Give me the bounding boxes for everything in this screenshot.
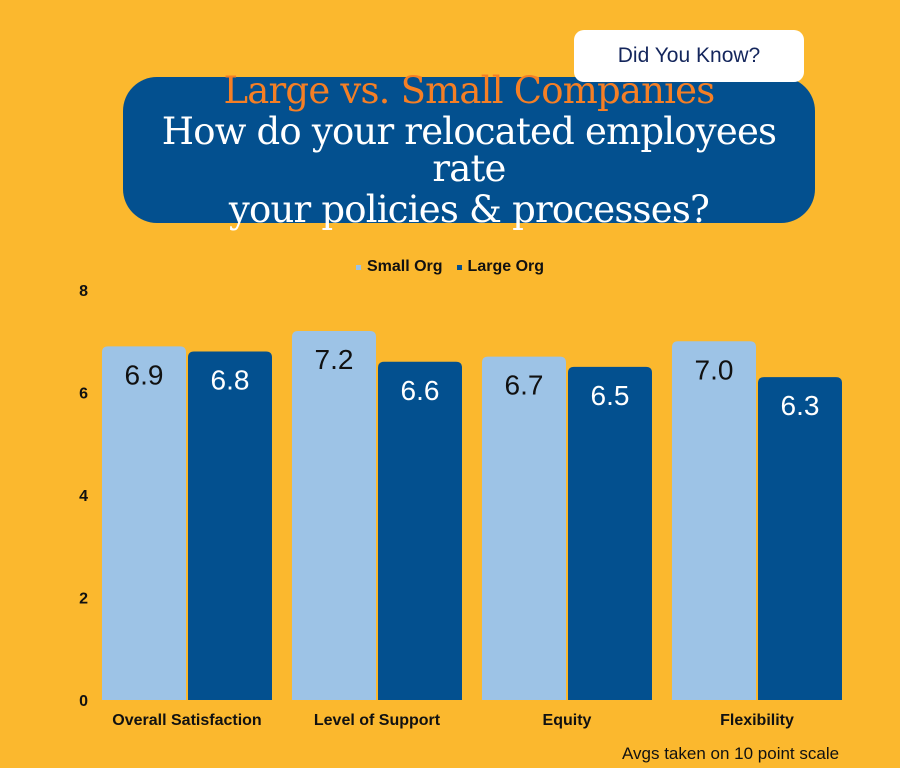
- x-tick-label: Level of Support: [314, 712, 441, 729]
- data-label: 7.2: [315, 344, 354, 375]
- bar-small-org-equity: [482, 356, 566, 700]
- data-label: 6.3: [781, 390, 820, 421]
- data-label: 7.0: [695, 354, 734, 385]
- legend: Small Org Large Org: [0, 258, 900, 276]
- x-tick-label: Equity: [543, 712, 592, 729]
- bar-large-org-flexibility: [758, 377, 842, 700]
- legend-label-small-org: Small Org: [366, 258, 443, 275]
- legend-item-large-org: Large Org: [456, 258, 545, 276]
- did-you-know-badge: Did You Know?: [574, 30, 804, 82]
- data-label: 6.7: [505, 370, 544, 401]
- bar-large-org-level-of-support: [378, 361, 462, 700]
- bar-small-org-flexibility: [672, 341, 756, 700]
- bar-small-org-overall-satisfaction: [102, 346, 186, 700]
- legend-label-large-org: Large Org: [467, 258, 545, 275]
- bar-large-org-overall-satisfaction: [188, 351, 272, 700]
- data-label: 6.5: [591, 380, 630, 411]
- data-label: 6.8: [211, 365, 250, 396]
- bar-small-org-level-of-support: [292, 331, 376, 700]
- legend-swatch-small-org: [355, 264, 361, 270]
- y-tick-label: 0: [79, 693, 88, 710]
- data-label: 6.9: [125, 359, 164, 390]
- y-tick-label: 4: [79, 488, 88, 505]
- x-tick-label: Overall Satisfaction: [112, 712, 261, 729]
- x-tick-label: Flexibility: [720, 712, 794, 729]
- legend-item-small-org: Small Org: [355, 258, 443, 276]
- y-tick-label: 2: [79, 591, 88, 608]
- chart-subtitle-line1: How do your relocated employees rate: [161, 110, 777, 190]
- data-label: 6.6: [401, 375, 440, 406]
- y-tick-label: 6: [79, 386, 88, 403]
- bar-large-org-equity: [568, 366, 652, 700]
- legend-swatch-large-org: [456, 264, 462, 270]
- footnote: Avgs taken on 10 point scale: [622, 744, 840, 763]
- chart-subtitle-line2: your policies & processes?: [228, 188, 710, 231]
- y-tick-label: 8: [79, 283, 88, 300]
